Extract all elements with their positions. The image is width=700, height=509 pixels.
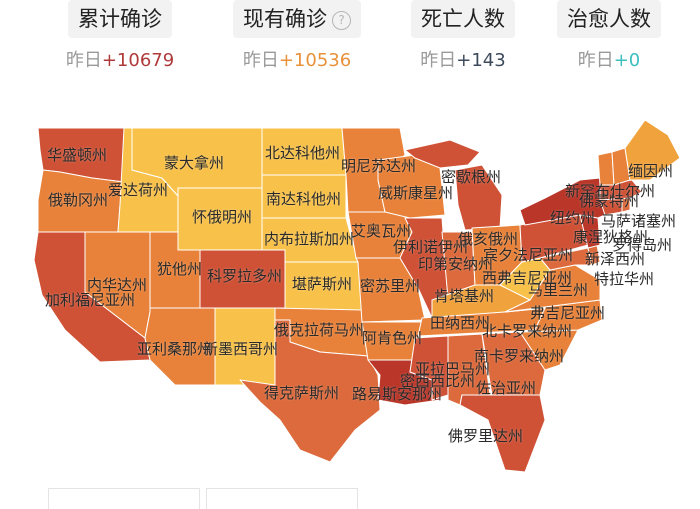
label-florida: 佛罗里达州 <box>448 427 524 445</box>
label-massachusetts: 马萨诸塞州 <box>601 212 677 230</box>
label-maine: 缅因州 <box>628 162 674 180</box>
label-new-jersey: 新泽西州 <box>585 250 646 268</box>
label-mississippi: 密西西比州 <box>400 372 476 390</box>
label-california: 加利福尼亚州 <box>45 291 136 309</box>
state-florida[interactable] <box>459 394 546 473</box>
label-maryland: 马里兰州 <box>528 281 589 299</box>
label-arizona: 亚利桑那州 <box>137 340 213 358</box>
map-svg <box>33 119 681 473</box>
label-iowa: 艾奥瓦州 <box>351 222 412 240</box>
stat-deaths[interactable]: 死亡人数 昨日+143 <box>378 0 548 72</box>
label-louisiana: 路易斯安那州 <box>352 385 443 403</box>
help-icon[interactable]: ? <box>332 11 351 30</box>
stats-header: 累计确诊 昨日+10679 现有确诊? 昨日+10536 死亡人数 昨日+143… <box>0 0 700 90</box>
label-texas: 得克萨斯州 <box>264 384 340 402</box>
stat-current-confirmed[interactable]: 现有确诊? 昨日+10536 <box>212 0 382 72</box>
us-state-map: 华盛顿州 俄勒冈州 加利福尼亚州 内华达州 爱达荷州 蒙大拿州 怀俄明州 犹他州… <box>0 100 700 485</box>
yesterday-prefix: 昨日 <box>242 50 279 71</box>
yesterday-prefix: 昨日 <box>65 50 102 71</box>
stat-label-text: 现有确诊 <box>243 7 327 31</box>
label-idaho: 爱达荷州 <box>108 181 169 199</box>
stat-yesterday-delta: 昨日+0 <box>524 46 694 72</box>
label-new-hampshire: 新罕布什尔州 <box>565 182 656 200</box>
label-oregon: 俄勒冈州 <box>48 191 109 209</box>
label-vermont: 佛蒙特州 <box>579 192 640 210</box>
state-north-carolina[interactable] <box>504 299 603 333</box>
state-michigan-upper[interactable] <box>404 139 481 169</box>
label-new-mexico: 新墨西哥州 <box>203 340 279 358</box>
label-wyoming: 怀俄明州 <box>192 208 253 226</box>
label-alabama: 亚拉巴马州 <box>415 360 491 378</box>
stat-recovered[interactable]: 治愈人数 昨日+0 <box>524 0 694 72</box>
label-nebraska: 内布拉斯加州 <box>264 230 355 248</box>
yesterday-prefix: 昨日 <box>577 50 614 71</box>
label-west-virginia: 西弗吉尼亚州 <box>482 269 573 287</box>
stat-label: 治愈人数 <box>557 0 661 38</box>
label-kansas: 堪萨斯州 <box>292 275 353 293</box>
label-kentucky: 肯塔基州 <box>434 287 495 305</box>
label-pennsylvania: 宾夕法尼亚州 <box>483 246 574 264</box>
label-virginia: 弗吉尼亚州 <box>530 304 606 322</box>
stat-label: 累计确诊 <box>68 0 172 38</box>
delta-value: +0 <box>613 50 641 71</box>
label-montana: 蒙大拿州 <box>164 154 225 172</box>
delta-value: +143 <box>456 50 506 71</box>
label-missouri: 密苏里州 <box>360 277 421 295</box>
stat-yesterday-delta: 昨日+10536 <box>212 46 382 72</box>
label-new-york: 纽约州 <box>550 209 596 227</box>
state-texas[interactable] <box>239 319 381 463</box>
label-nevada: 内华达州 <box>87 276 148 294</box>
label-wisconsin: 威斯康星州 <box>378 184 454 202</box>
yesterday-prefix: 昨日 <box>420 50 457 71</box>
label-oklahoma: 俄克拉荷马州 <box>274 321 365 339</box>
label-ohio: 俄亥俄州 <box>458 230 519 248</box>
label-utah: 犹他州 <box>157 260 203 278</box>
label-illinois: 伊利诺伊州 <box>393 238 469 256</box>
label-connecticut: 康涅狄格州 <box>573 228 649 246</box>
label-north-carolina: 北卡罗来纳州 <box>482 322 573 340</box>
stat-yesterday-delta: 昨日+143 <box>378 46 548 72</box>
delta-value: +10679 <box>101 50 175 71</box>
label-washington: 华盛顿州 <box>47 146 108 164</box>
state-georgia[interactable] <box>481 331 546 396</box>
bottom-tab-2[interactable] <box>206 488 358 509</box>
state-maine[interactable] <box>624 119 681 181</box>
label-michigan: 密歇根州 <box>441 168 502 186</box>
label-georgia: 佐治亚州 <box>476 379 537 397</box>
stat-label: 死亡人数 <box>411 0 515 38</box>
stat-total-confirmed[interactable]: 累计确诊 昨日+10679 <box>35 0 205 72</box>
label-tennessee: 田纳西州 <box>430 314 491 332</box>
bottom-tab-1[interactable] <box>48 488 200 509</box>
label-colorado: 科罗拉多州 <box>207 267 283 285</box>
state-maryland[interactable] <box>539 247 593 271</box>
stat-yesterday-delta: 昨日+10679 <box>35 46 205 72</box>
stat-label: 现有确诊? <box>233 0 361 38</box>
label-arkansas: 阿肯色州 <box>362 329 423 347</box>
label-indiana: 印第安纳州 <box>418 255 494 273</box>
label-north-dakota: 北达科他州 <box>265 144 341 162</box>
label-rhode-island: 罗得岛州 <box>612 236 673 254</box>
label-minnesota: 明尼苏达州 <box>341 157 417 175</box>
label-south-dakota: 南达科他州 <box>266 190 342 208</box>
label-south-carolina: 南卡罗来纳州 <box>474 347 565 365</box>
label-delaware: 特拉华州 <box>594 270 655 288</box>
delta-value: +10536 <box>278 50 352 71</box>
